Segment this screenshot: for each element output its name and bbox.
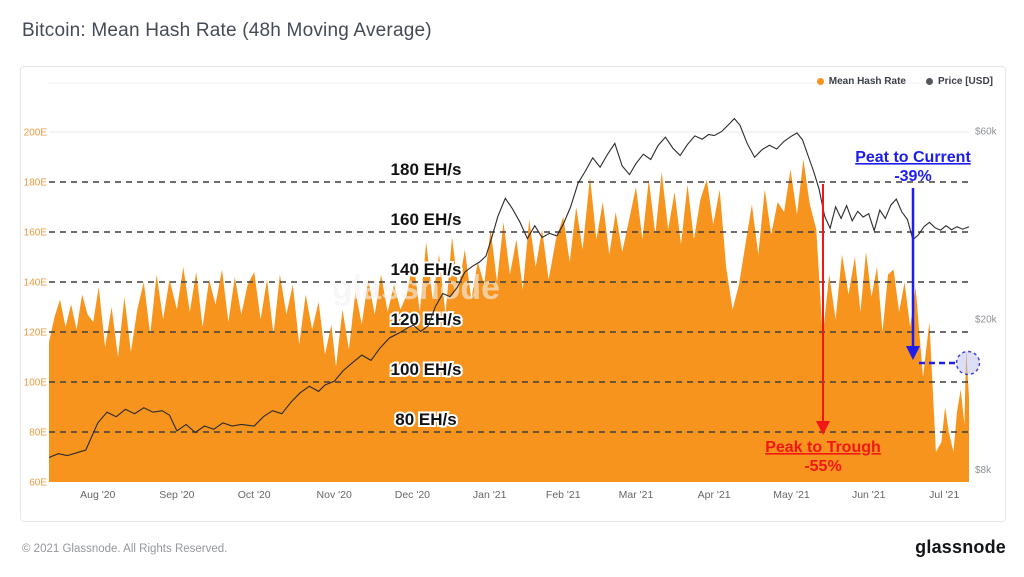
guide-label-180EHs: 180 EH/s xyxy=(391,160,462,179)
guide-label-100EHs: 100 EH/s xyxy=(391,360,462,379)
y-left-tick-160E: 160E xyxy=(24,228,48,239)
y-left-tick-180E: 180E xyxy=(24,178,48,189)
x-tick-4: Nov '20 xyxy=(317,489,352,501)
x-tick-12: Jul '21 xyxy=(929,489,959,501)
x-tick-1: Aug '20 xyxy=(80,489,115,501)
legend-item-price-usd[interactable]: Price [USD] xyxy=(925,76,993,87)
x-tick-7: Feb '21 xyxy=(546,489,581,501)
x-tick-8: Mar '21 xyxy=(619,489,654,501)
glassnode-watermark: glassnode xyxy=(332,269,500,307)
glassnode-logo: glassnode xyxy=(915,537,1006,557)
x-tick-5: Dec '20 xyxy=(395,489,430,501)
x-tick-3: Oct '20 xyxy=(238,489,271,501)
x-tick-10: May '21 xyxy=(773,489,810,501)
y-right-tick-$8k: $8k xyxy=(975,465,992,476)
page-title: Bitcoin: Mean Hash Rate (48h Moving Aver… xyxy=(22,20,432,41)
y-left-tick-100E: 100E xyxy=(24,378,48,389)
peak-to-current-arrowhead-icon xyxy=(906,346,920,360)
peak-to-current-label: Peat to Current xyxy=(855,149,971,166)
price-legend-dot-icon xyxy=(925,78,933,85)
peak-to-trough-value: -55% xyxy=(804,458,841,475)
legend-label: Mean Hash Rate xyxy=(828,76,906,87)
y-left-tick-200E: 200E xyxy=(24,128,48,139)
y-left-tick-140E: 140E xyxy=(24,278,48,289)
chart-card: Mean Hash Rate Price [USD] glassnode 180 … xyxy=(20,66,1006,522)
x-tick-9: Apr '21 xyxy=(698,489,731,501)
peak-to-trough-arrowhead-icon xyxy=(816,421,830,435)
guide-label-160EHs: 160 EH/s xyxy=(391,210,462,229)
guide-label-140EHs: 140 EH/s xyxy=(391,260,462,279)
current-point-marker xyxy=(955,350,981,376)
peak-to-trough-label: Peak to Trough xyxy=(765,439,881,456)
guide-label-80EHs: 80 EH/s xyxy=(395,410,456,429)
peak-to-current-value: -39% xyxy=(894,168,931,185)
y-left-tick-60E: 60E xyxy=(29,478,47,489)
y-left-tick-120E: 120E xyxy=(24,328,48,339)
y-right-tick-$60k: $60k xyxy=(975,127,998,138)
x-tick-2: Sep '20 xyxy=(159,489,194,501)
footer-copyright: © 2021 Glassnode. All Rights Reserved. xyxy=(22,543,228,555)
legend-item-mean-hash-rate[interactable]: Mean Hash Rate xyxy=(816,76,906,87)
chart-legend: Mean Hash Rate Price [USD] xyxy=(816,76,993,87)
y-right-tick-$20k: $20k xyxy=(975,315,998,326)
hash-rate-area-series[interactable] xyxy=(49,159,969,483)
legend-label: Price [USD] xyxy=(937,76,993,87)
price-line-series[interactable] xyxy=(48,117,970,459)
x-tick-6: Jan '21 xyxy=(473,489,507,501)
x-tick-11: Jun '21 xyxy=(852,489,886,501)
hash-rate-legend-dot-icon xyxy=(816,78,824,85)
guide-label-120EHs: 120 EH/s xyxy=(391,310,462,329)
chart-canvas[interactable]: glassnode 180 EH/s 160 EH/s 140 EH/s 120 EH/… xyxy=(21,67,1003,519)
y-left-tick-80E: 80E xyxy=(29,428,47,439)
